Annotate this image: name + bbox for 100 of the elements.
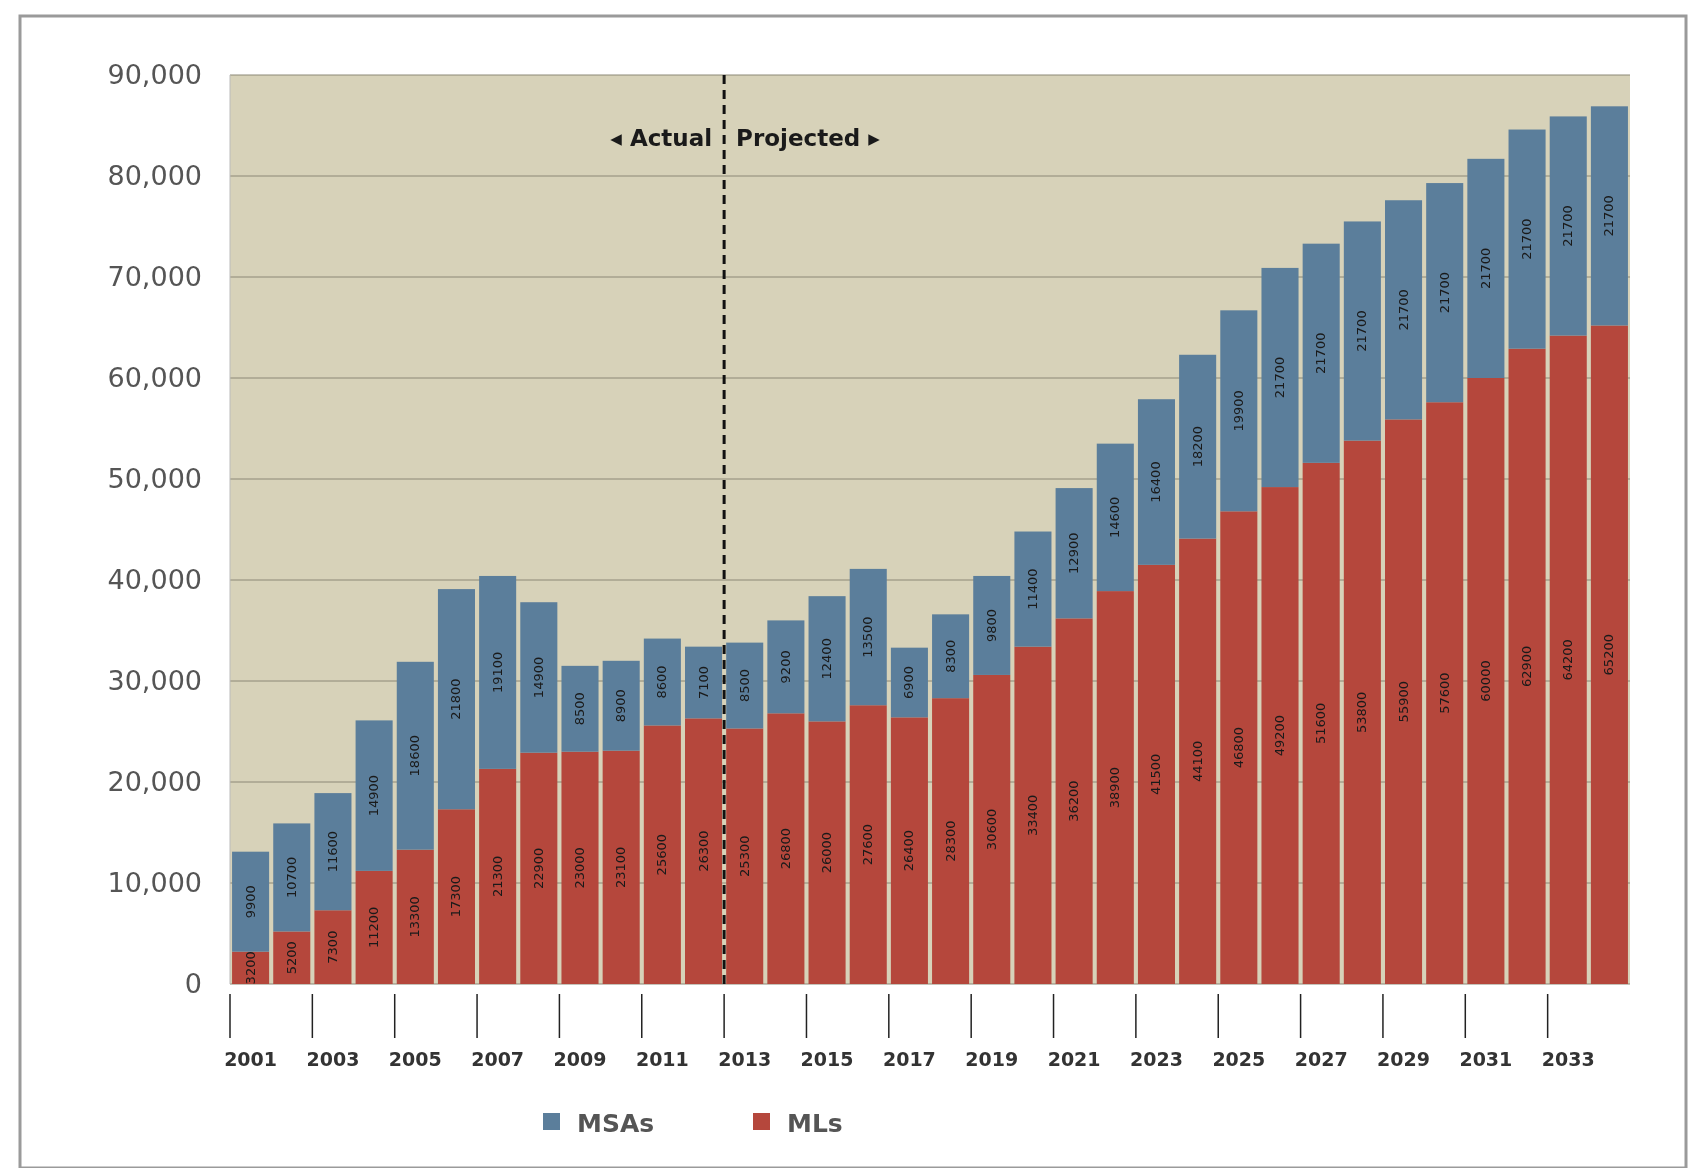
data-label: 8300 xyxy=(942,639,958,673)
data-label: 33400 xyxy=(1024,794,1040,837)
data-label: 11200 xyxy=(366,906,382,949)
data-label: 25300 xyxy=(736,835,752,877)
bar xyxy=(479,575,517,769)
bar xyxy=(1137,564,1175,984)
data-label: 17300 xyxy=(448,875,464,918)
x-tick-label: 2013 xyxy=(718,1048,772,1070)
data-label: 26000 xyxy=(819,832,835,874)
x-tick-label: 2005 xyxy=(388,1048,442,1070)
bar xyxy=(520,752,558,984)
bar xyxy=(1220,310,1258,512)
bar xyxy=(890,717,928,984)
bar xyxy=(685,718,723,984)
y-tick-label: 50,000 xyxy=(107,463,202,495)
data-label: 55900 xyxy=(1395,681,1411,723)
x-tick-label: 2007 xyxy=(471,1048,525,1070)
x-tick-label: 2011 xyxy=(635,1048,689,1070)
bar xyxy=(602,750,640,984)
bar xyxy=(1179,354,1217,539)
bar xyxy=(561,751,599,984)
bar xyxy=(1137,399,1175,565)
bar xyxy=(561,665,599,752)
data-label: 44100 xyxy=(1189,740,1205,782)
data-label: 16400 xyxy=(1148,461,1164,503)
data-label: 46800 xyxy=(1230,726,1246,769)
data-label: 23000 xyxy=(572,847,587,889)
bar xyxy=(232,851,270,952)
data-label: 14900 xyxy=(530,656,546,699)
data-label: 14900 xyxy=(366,774,382,817)
data-label: 11600 xyxy=(324,831,340,873)
bar xyxy=(1179,538,1217,984)
bar xyxy=(643,725,681,984)
data-label: 26400 xyxy=(901,830,917,872)
data-label: 11400 xyxy=(1024,568,1040,610)
y-tick-label: 70,000 xyxy=(107,261,202,293)
data-label: 8500 xyxy=(572,692,587,726)
data-label: 62900 xyxy=(1519,645,1535,688)
data-label: 13500 xyxy=(860,616,876,658)
y-tick-label: 80,000 xyxy=(107,160,202,192)
x-tick-label: 2031 xyxy=(1459,1048,1513,1070)
data-label: 9200 xyxy=(777,650,793,684)
y-tick-label: 20,000 xyxy=(107,766,202,798)
bar xyxy=(973,575,1011,675)
bar xyxy=(602,660,640,751)
bar xyxy=(437,809,475,984)
bar xyxy=(396,849,434,984)
data-label: 14600 xyxy=(1107,496,1123,539)
y-tick-label: 10,000 xyxy=(107,867,202,899)
bar xyxy=(273,931,311,984)
bar xyxy=(1302,462,1340,984)
data-label: 22900 xyxy=(530,847,546,890)
bar xyxy=(520,602,558,753)
bar xyxy=(1220,511,1258,984)
bar xyxy=(1426,402,1464,984)
bar xyxy=(1467,378,1505,984)
data-label: 8600 xyxy=(654,665,670,699)
bar xyxy=(1343,440,1381,984)
bar xyxy=(355,720,393,871)
bar xyxy=(1508,348,1546,984)
data-label: 8900 xyxy=(613,689,629,723)
data-label: 12400 xyxy=(819,638,835,680)
bar xyxy=(973,674,1011,984)
y-tick-label: 30,000 xyxy=(107,665,202,697)
data-label: 8500 xyxy=(736,669,752,703)
x-tick-label: 2021 xyxy=(1047,1048,1101,1070)
data-label: 5200 xyxy=(283,941,299,975)
bar xyxy=(396,661,434,850)
x-tick-label: 2019 xyxy=(965,1048,1019,1070)
bar xyxy=(932,698,970,984)
data-label: 41500 xyxy=(1148,753,1164,796)
data-label: 21700 xyxy=(1519,218,1535,260)
data-label: 19900 xyxy=(1230,390,1246,432)
data-label: 57600 xyxy=(1436,672,1452,714)
bar xyxy=(273,823,311,932)
y-tick-label: 90,000 xyxy=(107,59,202,91)
data-label: 21700 xyxy=(1354,310,1370,352)
x-tick-label: 2001 xyxy=(224,1048,278,1070)
data-label: 64200 xyxy=(1560,639,1576,681)
bar xyxy=(1261,487,1299,984)
bar xyxy=(314,910,352,984)
y-tick-label: 40,000 xyxy=(107,564,202,596)
data-label: 49200 xyxy=(1272,714,1287,757)
bar xyxy=(685,646,723,719)
data-label: 18600 xyxy=(407,735,423,777)
bar xyxy=(1549,116,1587,336)
data-label: 6900 xyxy=(901,665,917,700)
data-label: 21700 xyxy=(1395,289,1411,331)
data-label: 21700 xyxy=(1272,356,1287,399)
bar xyxy=(479,768,517,984)
data-label: 21800 xyxy=(448,678,464,720)
bar xyxy=(1055,488,1093,619)
x-tick-label: 2009 xyxy=(553,1048,607,1070)
data-label: 21700 xyxy=(1477,247,1493,290)
bar xyxy=(1426,183,1464,403)
bar xyxy=(890,647,928,718)
x-tick-label: 2025 xyxy=(1212,1048,1266,1070)
annotation: ◂ Actual xyxy=(610,124,713,151)
bar xyxy=(1302,243,1340,463)
bar xyxy=(355,870,393,984)
